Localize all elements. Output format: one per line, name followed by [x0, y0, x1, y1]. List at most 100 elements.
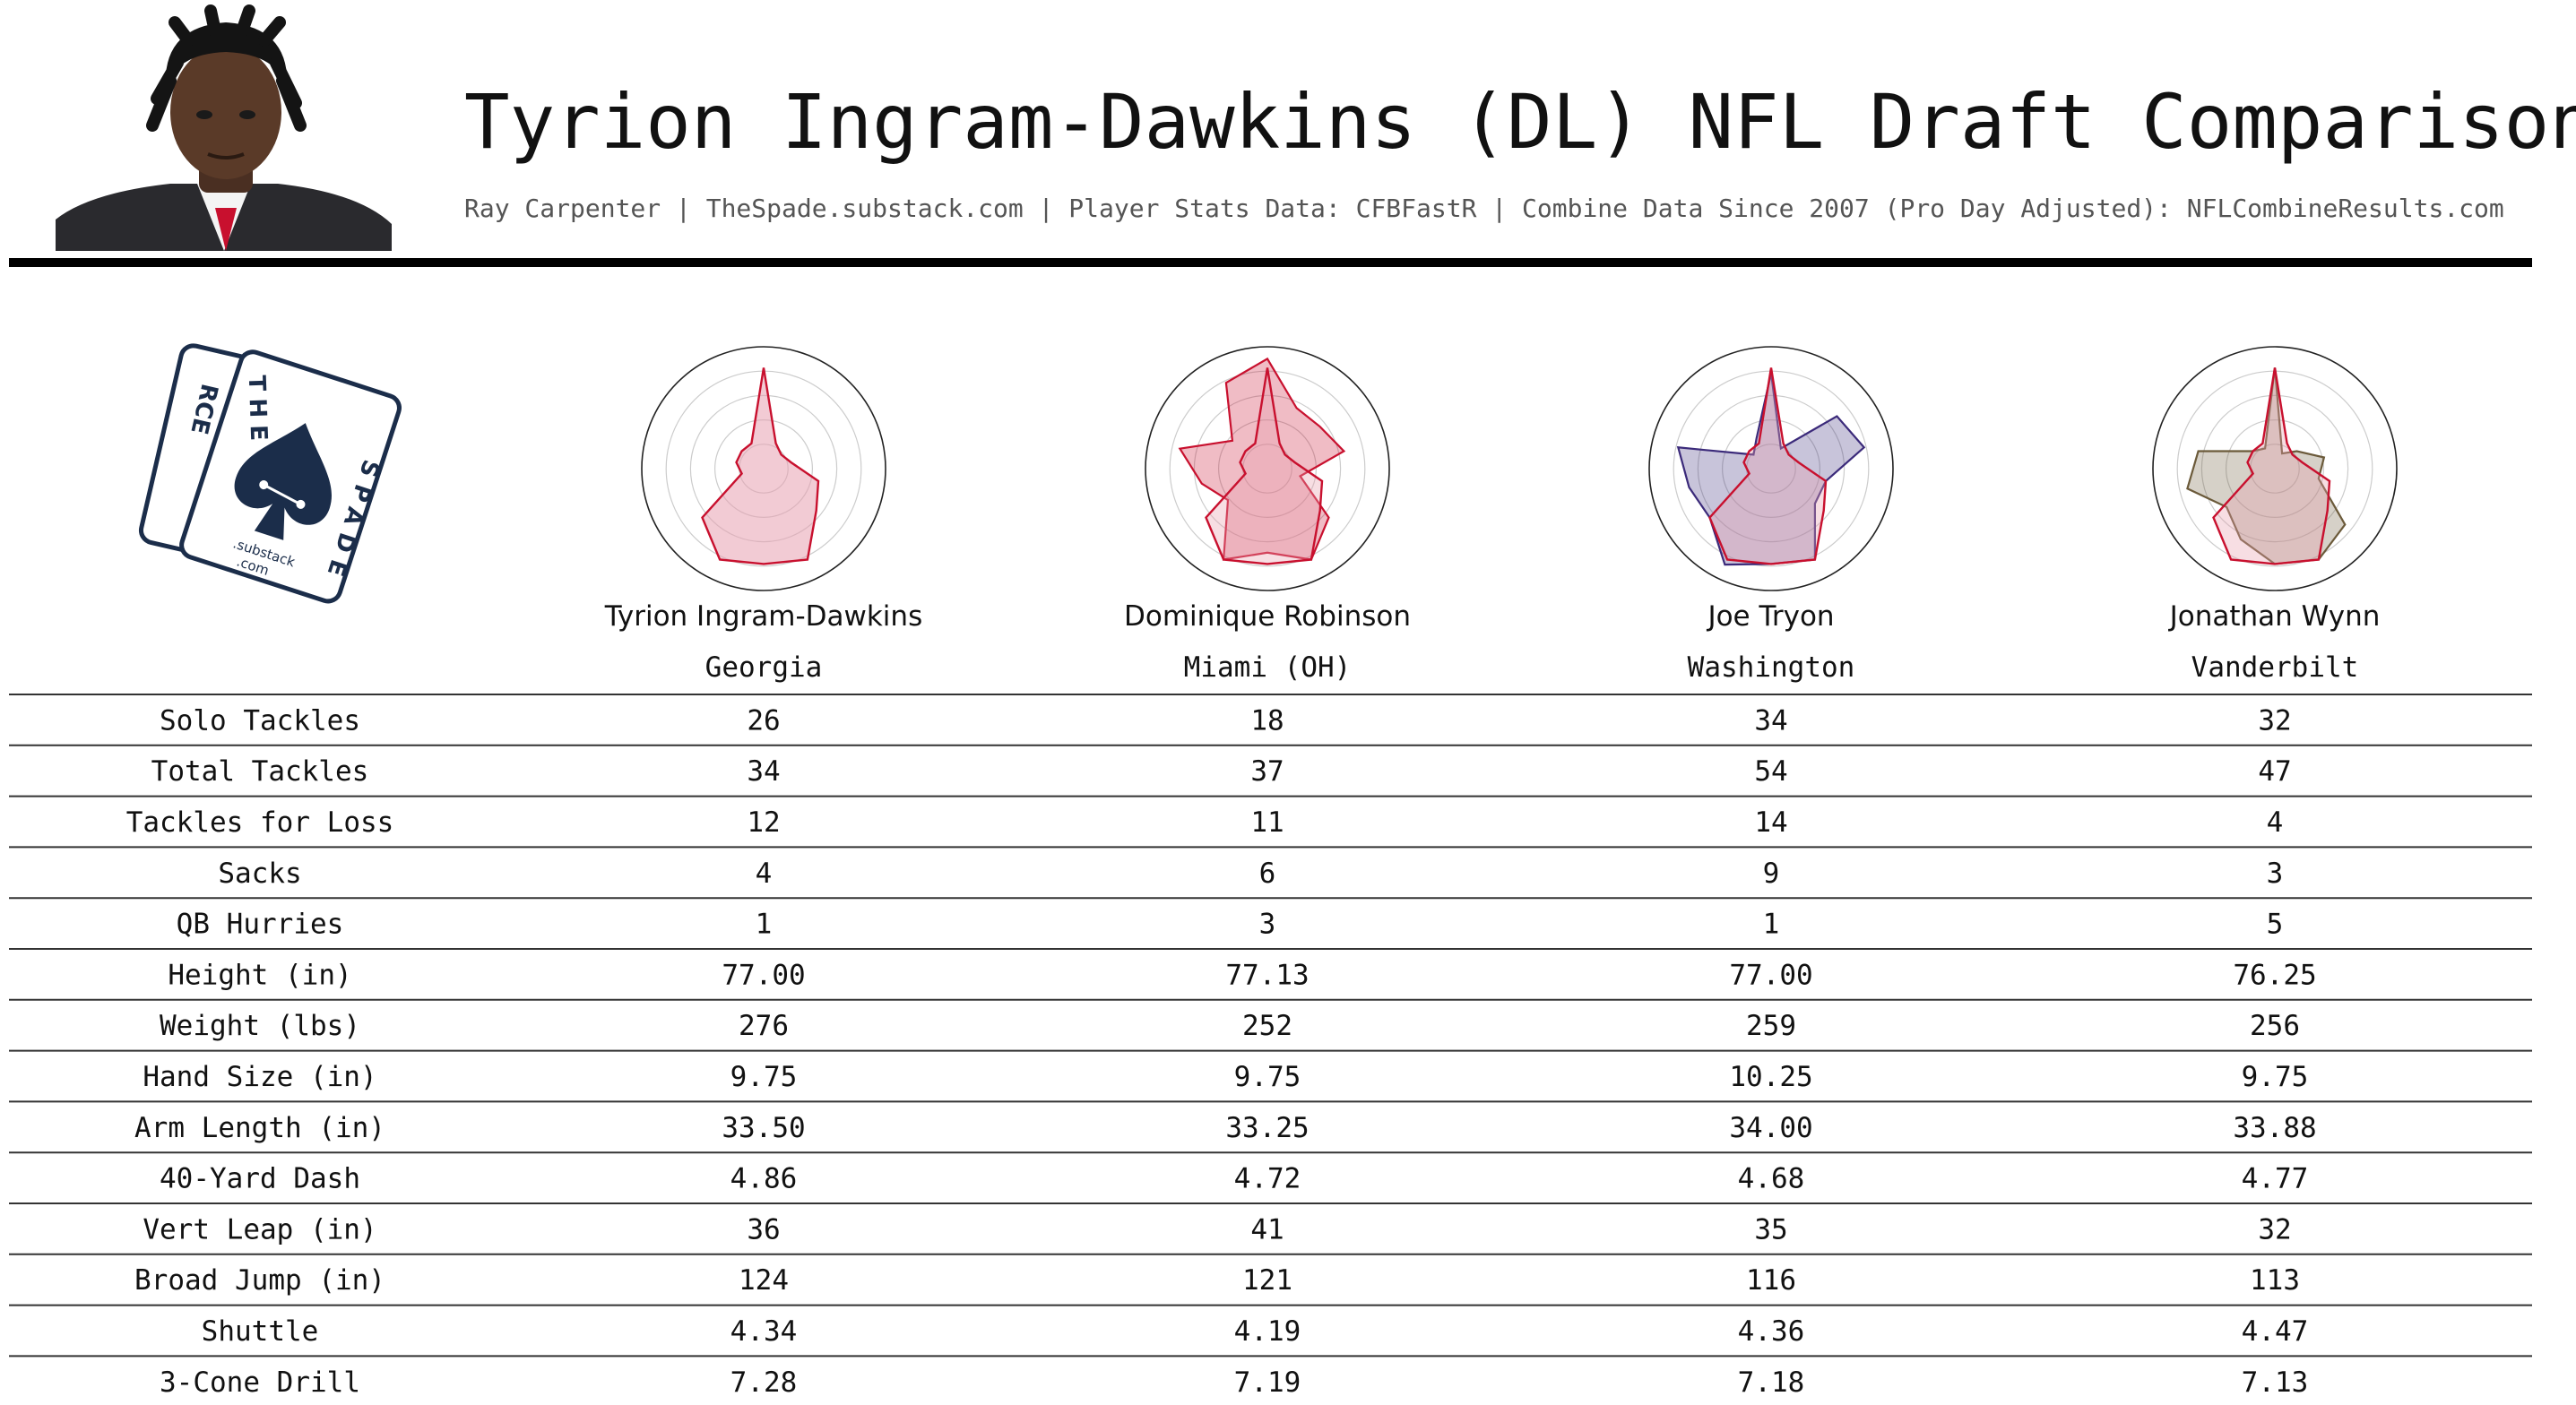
table-cell: 7.18 [1738, 1366, 1805, 1399]
table-cell: 32 [2258, 1213, 2291, 1246]
row-label: 40-Yard Dash [160, 1163, 360, 1195]
radar-grid-ring [2200, 394, 2349, 543]
table-cell: 36 [747, 1213, 780, 1246]
table-cell: 10.25 [1729, 1061, 1812, 1093]
row-label: Weight (lbs) [160, 1010, 360, 1042]
table-cell: 77.00 [1729, 959, 1812, 991]
player-headshot [56, 4, 392, 251]
the-spade-logo: RCE THE SPADE .substack .com [138, 343, 402, 604]
table-cell: 7.28 [730, 1366, 798, 1399]
table-cell: 5 [2267, 909, 2284, 941]
table-cell: 259 [1746, 1010, 1796, 1042]
table-cell: 4.68 [1738, 1163, 1805, 1195]
table-cell: 7.19 [1234, 1366, 1301, 1399]
radar-outer-ring [2152, 346, 2398, 591]
table-row: Shuttle 4.34 4.19 4.36 4.47 [9, 1315, 2532, 1358]
table-cell: 276 [739, 1010, 789, 1042]
radar-chart-3 [1648, 346, 1894, 591]
row-label: Height (in) [168, 959, 351, 991]
table-cell: 35 [1754, 1213, 1787, 1246]
row-label: Arm Length (in) [134, 1112, 385, 1144]
player-name: Joe Tryon [1706, 600, 1834, 633]
player-school: Washington [1688, 651, 1855, 684]
table-row: Hand Size (in) 9.75 9.75 10.25 9.75 [9, 1061, 2532, 1103]
radar-grid-ring [1697, 394, 1846, 543]
table-row: Broad Jump (in) 124 121 116 113 [9, 1264, 2532, 1306]
header-divider [9, 258, 2532, 267]
table-row: 40-Yard Dash 4.86 4.72 4.68 4.77 [9, 1163, 2532, 1204]
radar-chart-1 [641, 346, 886, 591]
row-label: QB Hurries [177, 909, 344, 941]
radar-outer-ring [1145, 346, 1390, 591]
logo-text-top: THE [243, 375, 272, 448]
player-name: Dominique Robinson [1124, 600, 1411, 633]
table-cell: 3 [2267, 858, 2284, 890]
player-headers: Tyrion Ingram-Dawkins Georgia Dominique Ro… [604, 600, 2381, 684]
row-label: Shuttle [202, 1315, 319, 1348]
row-label: Solo Tackles [160, 704, 360, 737]
radar-outer-ring [1648, 346, 1894, 591]
row-label: Sacks [218, 858, 301, 890]
radar-target-shape [2212, 367, 2331, 565]
player-school: Vanderbilt [2191, 651, 2359, 684]
table-cell: 33.88 [2233, 1112, 2316, 1144]
table-cell: 124 [739, 1264, 789, 1297]
table-cell: 4.77 [2242, 1163, 2309, 1195]
table-cell: 7.13 [2242, 1366, 2309, 1399]
table-row: Sacks 4 6 9 3 [9, 858, 2532, 900]
radar-chart-4 [2152, 346, 2398, 591]
table-cell: 1 [1763, 909, 1780, 941]
table-cell: 26 [747, 704, 780, 737]
page-title: Tyrion Ingram-Dawkins (DL) NFL Draft Com… [464, 78, 2576, 166]
radar-charts [641, 346, 2398, 591]
table-row: Tackles for Loss 12 11 14 4 [9, 806, 2532, 849]
radar-target-shape [1708, 367, 1828, 565]
table-cell: 256 [2250, 1010, 2300, 1042]
radar-grid-ring [2226, 419, 2325, 519]
page-subtitle: Ray Carpenter | TheSpade.substack.com | … [464, 194, 2504, 223]
table-cell: 76.25 [2233, 959, 2316, 991]
table-row: Total Tackles 34 37 54 47 [9, 755, 2532, 797]
radar-grid-ring [1721, 419, 1820, 519]
table-cell: 41 [1250, 1213, 1284, 1246]
table-cell: 32 [2258, 704, 2291, 737]
table-cell: 4.19 [1234, 1315, 1301, 1348]
table-cell: 77.00 [722, 959, 805, 991]
table-cell: 3 [1259, 909, 1276, 941]
radar-target-shape [701, 367, 820, 565]
table-row: 3-Cone Drill 7.28 7.19 7.18 7.13 [160, 1366, 2309, 1399]
player-name: Jonathan Wynn [2168, 600, 2381, 633]
radar-chart-2 [1145, 346, 1390, 591]
row-label: 3-Cone Drill [160, 1366, 360, 1399]
table-cell: 18 [1250, 704, 1284, 737]
table-cell: 33.25 [1225, 1112, 1309, 1144]
table-cell: 4 [2267, 806, 2284, 839]
table-cell: 34 [747, 755, 780, 788]
radar-grid-ring [1193, 394, 1342, 543]
radar-outer-ring [641, 346, 886, 591]
radar-comparison-shape [1178, 357, 1346, 561]
table-cell: 121 [1242, 1264, 1292, 1297]
row-label: Total Tackles [151, 755, 369, 788]
table-cell: 4.36 [1738, 1315, 1805, 1348]
row-label: Vert Leap (in) [143, 1213, 376, 1246]
table-cell: 37 [1250, 755, 1284, 788]
table-cell: 9.75 [2242, 1061, 2309, 1093]
table-row: Height (in) 77.00 77.13 77.00 76.25 [9, 959, 2532, 1001]
radar-grid-ring [1217, 419, 1317, 519]
table-cell: 9 [1763, 858, 1780, 890]
row-label: Hand Size (in) [143, 1061, 376, 1093]
row-label: Tackles for Loss [126, 806, 394, 839]
table-cell: 34 [1754, 704, 1787, 737]
table-row: QB Hurries 1 3 1 5 [9, 909, 2532, 950]
player-school: Georgia [705, 651, 823, 684]
table-cell: 47 [2258, 755, 2291, 788]
table-cell: 77.13 [1225, 959, 1309, 991]
table-cell: 252 [1242, 1010, 1292, 1042]
spade-icon [234, 423, 332, 540]
table-row: Arm Length (in) 33.50 33.25 34.00 33.88 [9, 1112, 2532, 1154]
table-row: Solo Tackles 26 18 34 32 [9, 704, 2532, 746]
table-cell: 1 [756, 909, 773, 941]
stats-table: Solo Tackles 26 18 34 32 Total Tackles 34 37 5 4 4… [9, 694, 2532, 1399]
